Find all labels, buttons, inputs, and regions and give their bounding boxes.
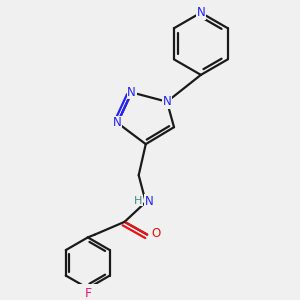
Text: H: H bbox=[134, 196, 142, 206]
Text: N: N bbox=[196, 6, 205, 19]
Text: F: F bbox=[84, 287, 92, 300]
Text: N: N bbox=[113, 116, 122, 129]
Text: N: N bbox=[145, 195, 154, 208]
Text: N: N bbox=[127, 86, 136, 99]
Text: O: O bbox=[152, 227, 161, 241]
Text: N: N bbox=[163, 95, 171, 108]
